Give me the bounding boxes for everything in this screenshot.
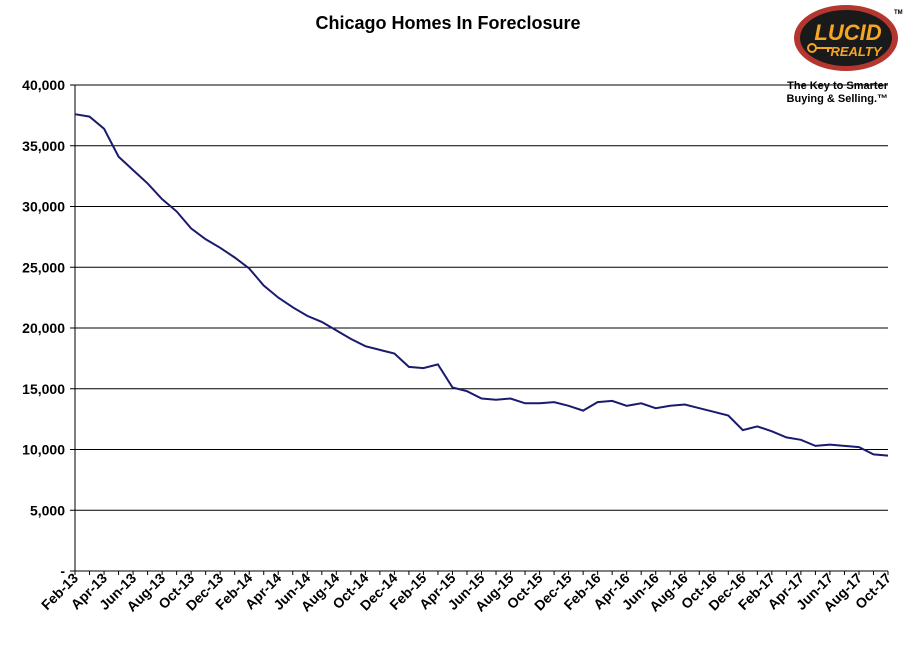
y-tick-label: 15,000 [22,381,65,397]
logo-brand-bottom: REALTY [830,44,882,59]
y-axis-ticks: - 5,000 10,000 15,000 20,000 25,000 30,000 35,0… [22,77,75,579]
y-tick-label: 30,000 [22,199,65,215]
y-tick-label: 5,000 [30,502,65,518]
logo-badge [800,10,892,66]
x-axis-ticks: Feb-13Apr-13Jun-13Aug-13Oct-13Dec-13Feb-… [38,570,894,615]
y-tick-label: 10,000 [22,442,65,458]
gridlines [75,84,888,511]
key-icon [807,43,832,53]
logo-trademark: TM [894,10,903,16]
y-tick-label: 40,000 [22,77,65,93]
y-tick-label: - [60,563,65,579]
chart-title: Chicago Homes In Foreclosure [315,13,580,33]
y-tick-label: 20,000 [22,320,65,336]
lucid-realty-logo: LUCID REALTY TM The Key to Smarter Buyin… [787,5,903,105]
logo-tagline-line2: Buying & Selling.™ [787,93,888,105]
logo-brand-top: LUCID [814,20,881,45]
series-line-foreclosures [74,113,889,457]
logo-tagline-line1: The Key to Smarter [787,80,889,92]
y-tick-label: 25,000 [22,259,65,275]
y-tick-label: 35,000 [22,138,65,154]
